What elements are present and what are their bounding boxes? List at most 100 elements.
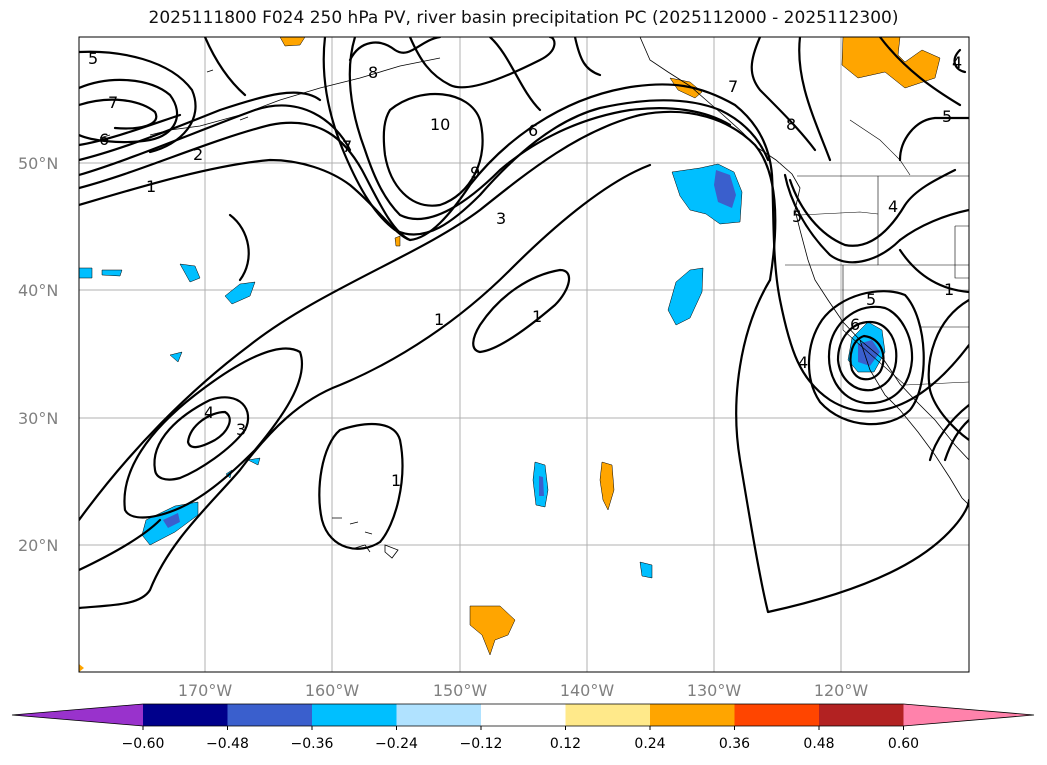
contour-label: 10 bbox=[430, 115, 450, 134]
colorbar-segment bbox=[481, 704, 566, 726]
latitude-labels: 50°N 40°N 30°N 20°N bbox=[18, 154, 58, 555]
contour-label: 1 bbox=[944, 280, 954, 299]
contour-line bbox=[827, 305, 914, 405]
colorbar-tick-label: −0.36 bbox=[291, 736, 334, 752]
contour-label: 4 bbox=[204, 403, 214, 422]
map-title: 2025111800 F024 250 hPa PV, river basin … bbox=[148, 8, 899, 28]
colorbar-tick-label: −0.48 bbox=[206, 736, 249, 752]
colorbar: −0.60 −0.48 −0.36 −0.24 −0.12 0.12 0.24 0.36 0.4… bbox=[11, 703, 1035, 752]
contour-line bbox=[203, 37, 247, 97]
colorbar-segment bbox=[312, 704, 397, 726]
contour-line bbox=[898, 248, 969, 294]
contour-label: 5 bbox=[942, 107, 952, 126]
precip-neg-patch bbox=[224, 281, 256, 305]
lon-label: 170°W bbox=[178, 681, 233, 700]
precip-neg-core bbox=[539, 476, 544, 496]
precip-neg-core bbox=[163, 513, 180, 528]
gridlines bbox=[79, 37, 969, 672]
contour-label: 7 bbox=[728, 77, 738, 96]
contour-label: 1 bbox=[391, 471, 401, 490]
precip-pos-patch bbox=[394, 235, 401, 247]
contour-line bbox=[79, 163, 652, 610]
contour-line bbox=[953, 48, 967, 74]
lat-label: 40°N bbox=[18, 281, 58, 300]
precip-neg-patch bbox=[667, 267, 704, 326]
precip-neg-patch bbox=[247, 457, 261, 466]
precip-neg-core bbox=[714, 170, 736, 208]
contour-line bbox=[79, 78, 179, 144]
contour-line bbox=[348, 37, 442, 62]
contour-label: 8 bbox=[368, 63, 378, 82]
contour-line bbox=[382, 92, 484, 207]
colorbar-segment bbox=[227, 704, 313, 726]
precip-pos-patch bbox=[669, 77, 703, 99]
colorbar-tick-label: 0.48 bbox=[803, 736, 834, 752]
contour-line bbox=[79, 110, 777, 522]
contour-label: 4 bbox=[952, 53, 962, 72]
contour-line bbox=[228, 213, 250, 282]
contour-label: 9 bbox=[470, 163, 480, 182]
precip-shading bbox=[79, 37, 941, 672]
contour-line bbox=[750, 37, 817, 152]
colorbar-tick-label: 0.24 bbox=[634, 736, 665, 752]
contour-line bbox=[878, 37, 962, 107]
coastlines bbox=[99, 37, 969, 559]
contour-line bbox=[836, 320, 898, 392]
contour-line bbox=[79, 121, 412, 242]
contour-line bbox=[79, 518, 162, 572]
contour-line bbox=[79, 104, 352, 177]
contour-label: 7 bbox=[108, 93, 118, 112]
precip-pos-patch bbox=[279, 37, 306, 47]
precip-neg-patch bbox=[169, 351, 183, 363]
contour-line bbox=[807, 290, 925, 426]
contour-line bbox=[798, 37, 832, 162]
colorbar-tick-label: 0.12 bbox=[550, 736, 581, 752]
colorbar-segment bbox=[734, 704, 820, 726]
colorbar-segment bbox=[396, 704, 482, 726]
lat-label: 20°N bbox=[18, 536, 58, 555]
contour-label: 1 bbox=[434, 310, 444, 329]
lon-label: 140°W bbox=[560, 681, 615, 700]
colorbar-tick-label: −0.12 bbox=[460, 736, 503, 752]
contour-line bbox=[735, 278, 969, 614]
plot-frame bbox=[78, 36, 970, 673]
contour-line bbox=[927, 298, 969, 442]
precip-pos-patch bbox=[599, 461, 615, 511]
contour-line bbox=[573, 37, 602, 77]
contour-label: 7 bbox=[342, 137, 352, 156]
contour-line bbox=[898, 116, 969, 162]
lat-label: 50°N bbox=[18, 154, 58, 173]
colorbar-tick-label: −0.60 bbox=[122, 736, 165, 752]
colorbar-tick-label: 0.36 bbox=[719, 736, 750, 752]
contour-label: 8 bbox=[786, 115, 796, 134]
contour-line bbox=[898, 208, 969, 242]
contour-line bbox=[788, 168, 957, 247]
lon-label: 130°W bbox=[687, 681, 742, 700]
colorbar-segment bbox=[650, 704, 735, 726]
contour-label: 6 bbox=[528, 121, 538, 140]
colorbar-extend-min bbox=[12, 704, 143, 726]
contour-line bbox=[928, 403, 969, 462]
contour-label: 3 bbox=[236, 420, 246, 439]
contour-line bbox=[348, 37, 732, 221]
contour-label: 5 bbox=[866, 290, 876, 309]
colorbar-tick-label: 0.60 bbox=[888, 736, 919, 752]
precip-neg-patch bbox=[179, 263, 201, 283]
contour-labels: 5 7 6 2 1 8 7 10 9 6 3 1 1 4 3 1 7 8 5 5… bbox=[88, 49, 962, 490]
colorbar-segment bbox=[565, 704, 651, 726]
lat-label: 30°N bbox=[18, 409, 58, 428]
contour-line bbox=[472, 268, 571, 354]
lon-label: 120°W bbox=[814, 681, 869, 700]
contour-line bbox=[322, 37, 770, 236]
lon-label: 150°W bbox=[433, 681, 488, 700]
colorbar-tick-label: −0.24 bbox=[375, 736, 418, 752]
contour-line bbox=[943, 418, 969, 462]
contour-label: 6 bbox=[850, 315, 860, 334]
contour-label: 1 bbox=[146, 177, 156, 196]
contour-line bbox=[79, 98, 158, 130]
contour-label: 1 bbox=[532, 307, 542, 326]
contour-line bbox=[408, 37, 556, 89]
contour-line bbox=[79, 113, 182, 147]
precip-pos-patch bbox=[469, 605, 516, 656]
